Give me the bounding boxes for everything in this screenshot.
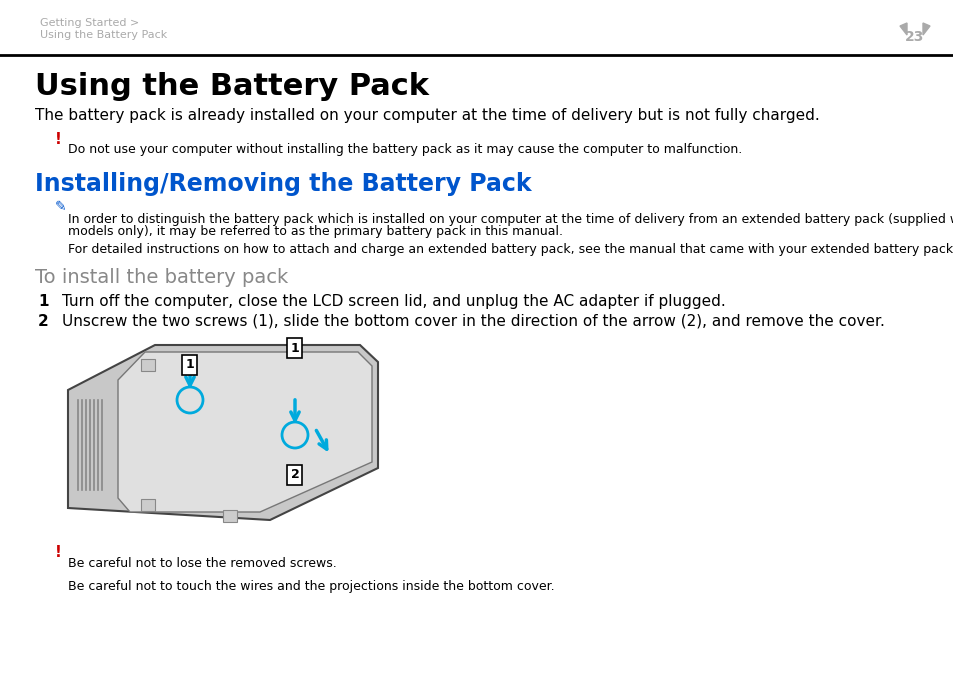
Text: Unscrew the two screws (1), slide the bottom cover in the direction of the arrow: Unscrew the two screws (1), slide the bo… [62, 314, 884, 329]
Text: Using the Battery Pack: Using the Battery Pack [40, 30, 167, 40]
Text: In order to distinguish the battery pack which is installed on your computer at : In order to distinguish the battery pack… [68, 213, 953, 226]
Text: Do not use your computer without installing the battery pack as it may cause the: Do not use your computer without install… [68, 143, 741, 156]
Text: Be careful not to touch the wires and the projections inside the bottom cover.: Be careful not to touch the wires and th… [68, 580, 554, 593]
Text: !: ! [55, 545, 62, 560]
Text: 1: 1 [38, 294, 49, 309]
Text: 2: 2 [291, 468, 299, 481]
Text: !: ! [55, 132, 62, 147]
Polygon shape [923, 23, 929, 35]
Text: models only), it may be referred to as the primary battery pack in this manual.: models only), it may be referred to as t… [68, 225, 562, 238]
Text: For detailed instructions on how to attach and charge an extended battery pack, : For detailed instructions on how to atta… [68, 243, 953, 256]
FancyBboxPatch shape [223, 510, 236, 522]
Polygon shape [899, 23, 906, 35]
Text: ✎: ✎ [55, 200, 67, 214]
Polygon shape [68, 345, 377, 520]
Text: Installing/Removing the Battery Pack: Installing/Removing the Battery Pack [35, 172, 531, 196]
Text: 23: 23 [904, 30, 923, 44]
Polygon shape [118, 352, 372, 512]
Text: Getting Started >: Getting Started > [40, 18, 139, 28]
Text: To install the battery pack: To install the battery pack [35, 268, 288, 287]
Text: 1: 1 [291, 342, 299, 355]
Text: 2: 2 [38, 314, 49, 329]
Text: Turn off the computer, close the LCD screen lid, and unplug the AC adapter if pl: Turn off the computer, close the LCD scr… [62, 294, 725, 309]
Text: The battery pack is already installed on your computer at the time of delivery b: The battery pack is already installed on… [35, 108, 819, 123]
Text: 1: 1 [186, 359, 194, 371]
FancyBboxPatch shape [141, 359, 154, 371]
FancyBboxPatch shape [141, 499, 154, 511]
Text: Using the Battery Pack: Using the Battery Pack [35, 72, 429, 101]
Text: Be careful not to lose the removed screws.: Be careful not to lose the removed screw… [68, 557, 336, 570]
